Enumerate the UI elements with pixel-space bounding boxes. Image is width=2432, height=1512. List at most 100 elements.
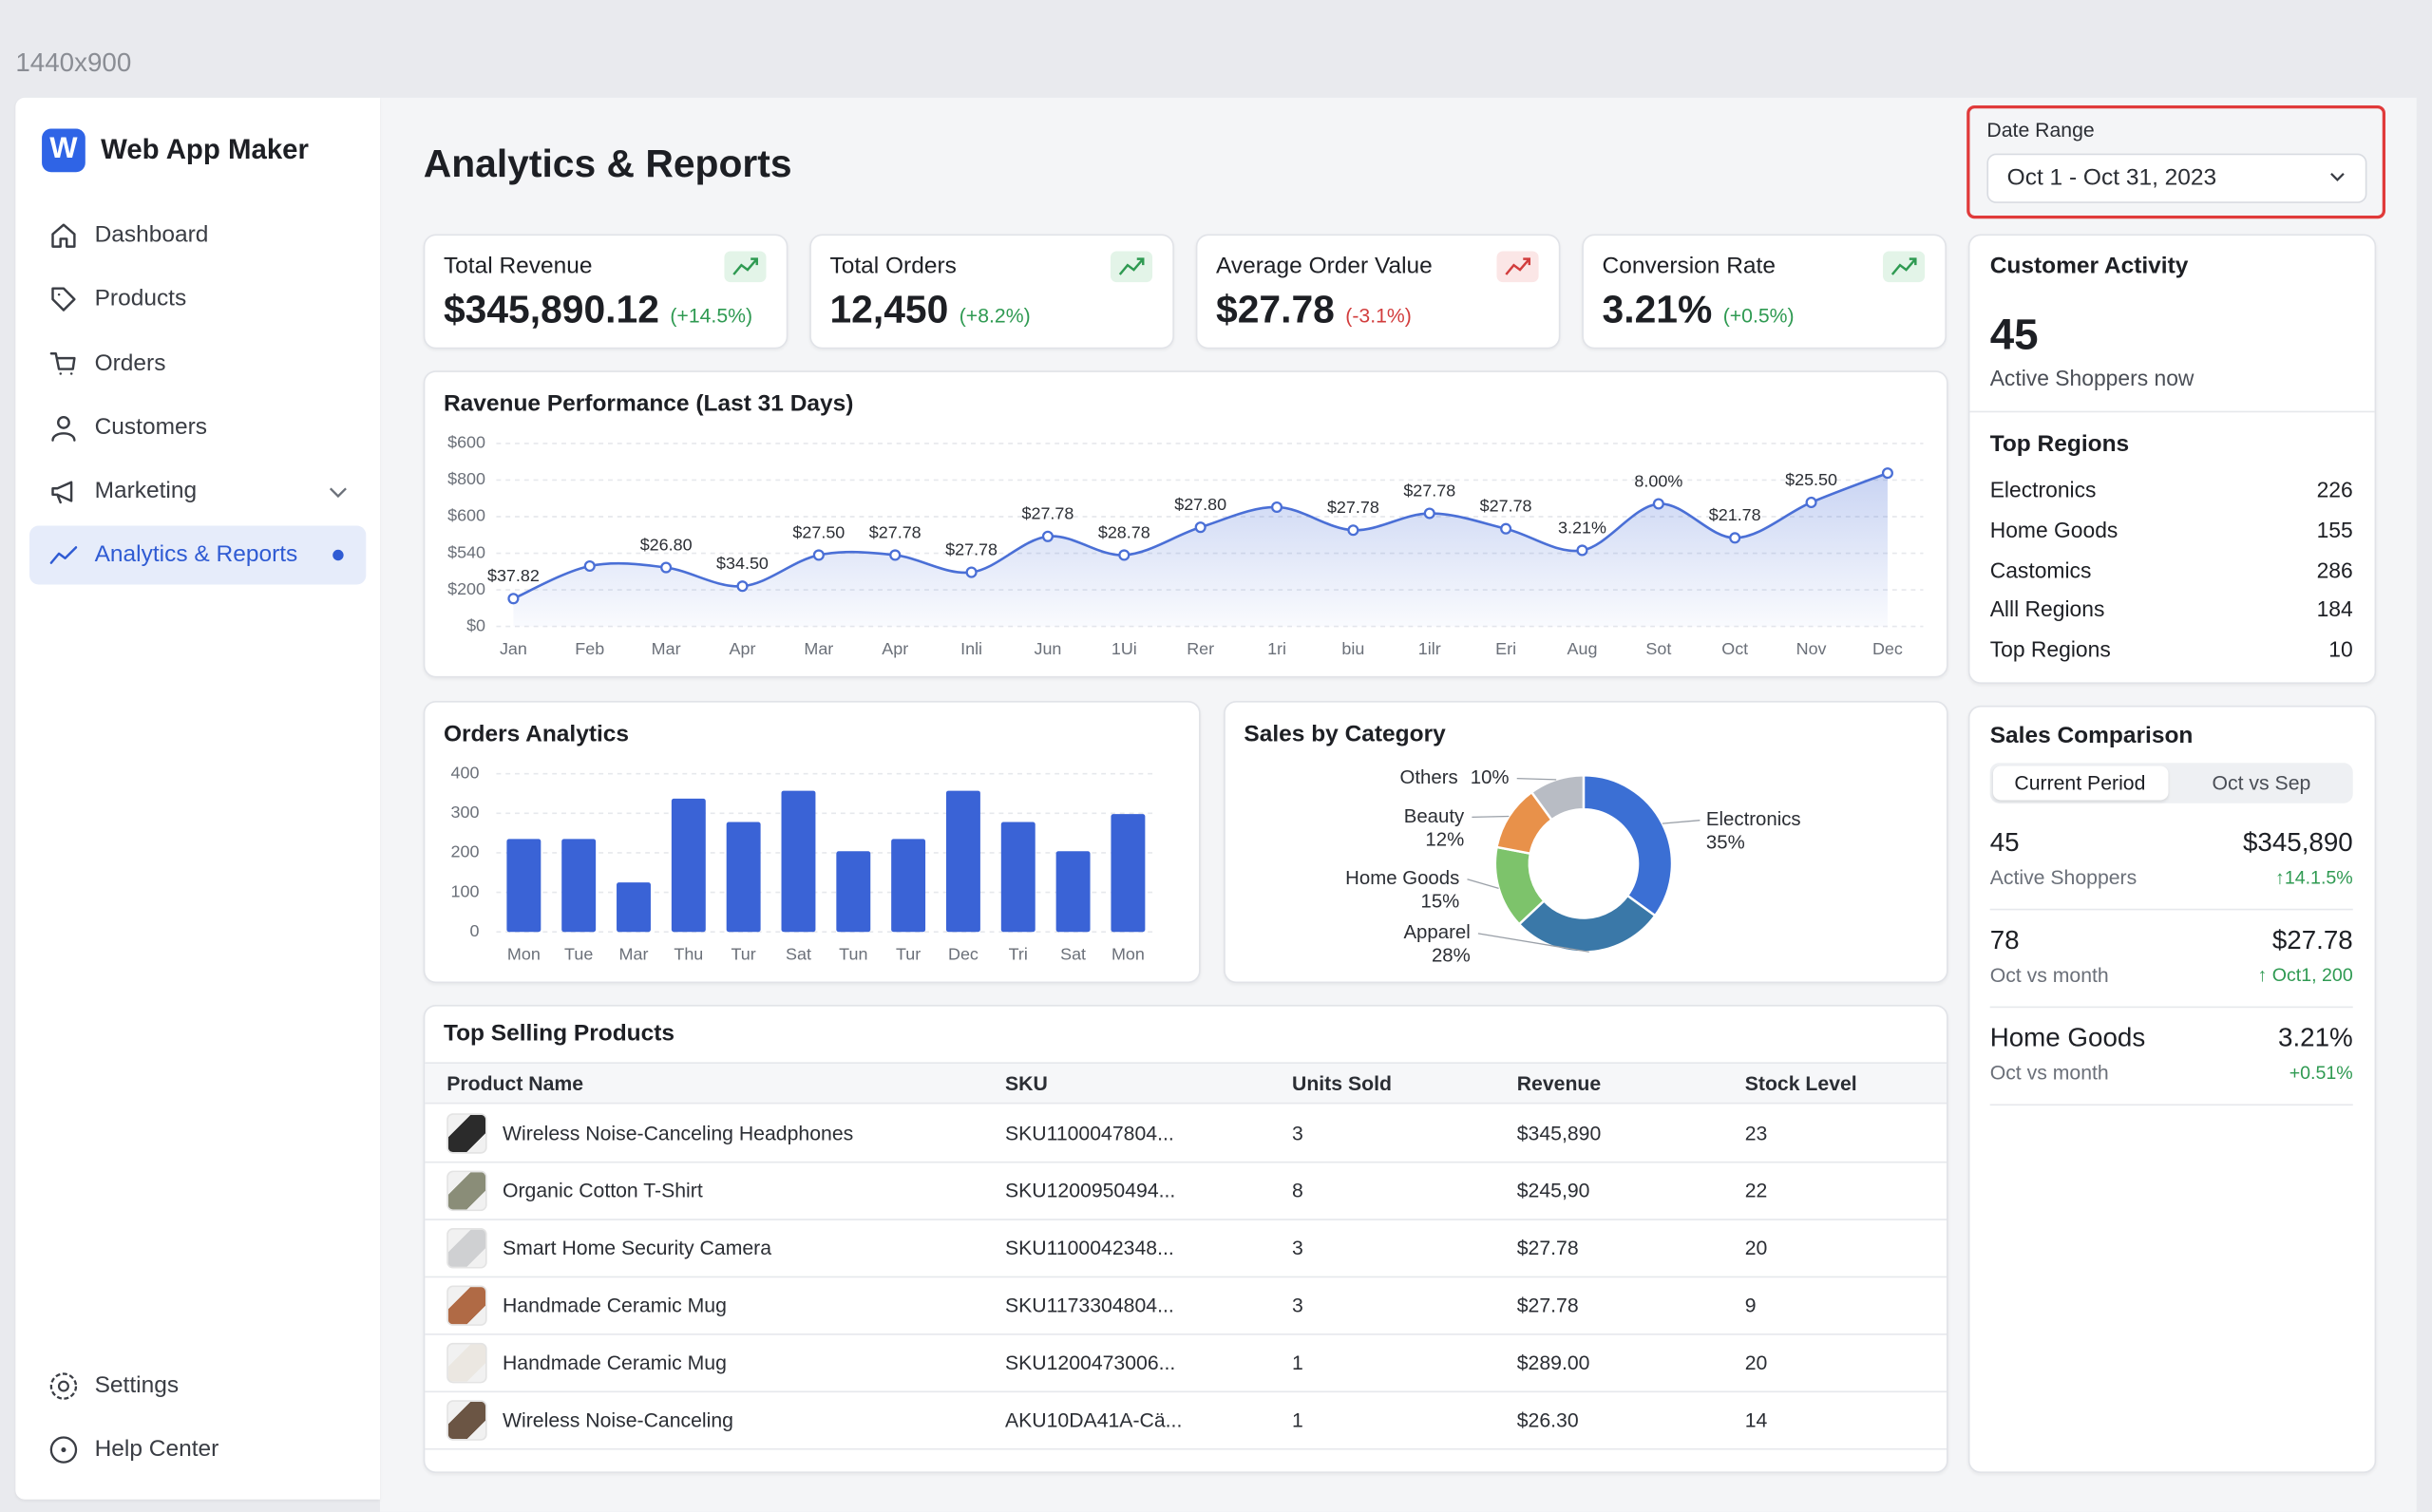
- nav-item[interactable]: Orders: [94, 350, 166, 377]
- kpi-change: (+8.2%): [959, 303, 1031, 328]
- region-value: 184: [2316, 595, 2353, 622]
- comparison-amount: $345,890: [2242, 827, 2353, 858]
- column-header: SKU: [1004, 1071, 1048, 1095]
- row-divider: [425, 1333, 1947, 1335]
- table-cell: 20: [1744, 1351, 1768, 1374]
- sidebar: [15, 97, 380, 1500]
- table-cell: 14: [1744, 1408, 1768, 1432]
- table-cell: 3: [1291, 1121, 1303, 1145]
- row-divider: [425, 1390, 1947, 1393]
- comparison-change: ↑14.1.5%: [2275, 866, 2353, 889]
- table-cell: 1: [1291, 1408, 1303, 1432]
- table-cell: 3: [1291, 1236, 1303, 1260]
- footer-item[interactable]: Help Center: [94, 1435, 219, 1463]
- table-cell: $27.78: [1516, 1236, 1579, 1260]
- table-cell: $245,90: [1516, 1179, 1590, 1202]
- kpi-label: Total Orders: [829, 253, 957, 279]
- active-count: 45: [1989, 310, 2039, 359]
- table-cell: $289.00: [1516, 1351, 1590, 1374]
- comparison-value: Home Goods: [1989, 1023, 2146, 1053]
- kpi-trend-badge: [724, 251, 767, 283]
- divider: [1989, 1104, 2353, 1106]
- region-value: 226: [2316, 477, 2353, 502]
- table-cell: SKU1100047804...: [1004, 1121, 1174, 1145]
- table-header-bg: [425, 1062, 1947, 1105]
- product-thumbnail: [446, 1113, 487, 1154]
- divider: [1989, 908, 2353, 911]
- table-cell: 23: [1744, 1121, 1768, 1145]
- card: [1967, 234, 2377, 684]
- nav-item[interactable]: Analytics & Reports: [94, 540, 298, 568]
- date-range-highlight: [1966, 105, 2386, 219]
- nav-item[interactable]: Products: [94, 285, 187, 312]
- region-name: Home Goods: [1989, 517, 2118, 542]
- table-cell: $27.78: [1516, 1293, 1579, 1317]
- canvas-label: 1440x900: [15, 47, 132, 78]
- comparison-value: 78: [1989, 925, 2020, 955]
- region-value: 286: [2316, 558, 2353, 583]
- table-cell: Handmade Ceramic Mug: [502, 1293, 727, 1317]
- nav-item[interactable]: Customers: [94, 413, 208, 441]
- table-cell: 20: [1744, 1236, 1768, 1260]
- date-range-value: Oct 1 - Oct 31, 2023: [2006, 164, 2217, 191]
- table-cell: 1: [1291, 1351, 1303, 1374]
- table-cell: Smart Home Security Camera: [502, 1236, 772, 1260]
- kpi-trend-badge: [1110, 251, 1153, 283]
- comparison-sub: Oct vs month: [1989, 963, 2109, 987]
- tab-active[interactable]: [1992, 765, 2169, 801]
- kpi-trend-badge: [1883, 251, 1926, 283]
- comparison-sub: Active Shoppers: [1989, 865, 2138, 889]
- region-value: 155: [2316, 517, 2353, 542]
- region-name: Castomics: [1989, 558, 2092, 583]
- divider: [1969, 410, 2375, 413]
- product-thumbnail: [446, 1228, 487, 1269]
- table-cell: $345,890: [1516, 1121, 1602, 1145]
- product-thumbnail: [446, 1342, 487, 1384]
- table-cell: SKU1200950494...: [1004, 1179, 1176, 1202]
- kpi-value: 3.21% (+0.5%): [1602, 288, 1795, 332]
- nav-active-bg[interactable]: [29, 525, 367, 585]
- table-cell: 8: [1291, 1179, 1303, 1202]
- footer-item[interactable]: Settings: [94, 1371, 180, 1399]
- nav-item[interactable]: Marketing: [94, 477, 198, 504]
- card-title: Top Selling Products: [443, 1020, 675, 1048]
- table-cell: SKU1200473006...: [1004, 1351, 1176, 1374]
- date-range-label: Date Range: [1986, 118, 2095, 142]
- product-thumbnail: [446, 1400, 487, 1441]
- brand-name: Web App Maker: [101, 133, 309, 165]
- column-header: Revenue: [1516, 1071, 1602, 1095]
- card-title: Sales Comparison: [1989, 722, 2194, 749]
- kpi-label: Total Revenue: [443, 253, 593, 279]
- chart-title: Orders Analytics: [443, 721, 630, 747]
- product-thumbnail: [446, 1285, 487, 1326]
- chart-title: Ravenue Performance (Last 31 Days): [443, 390, 854, 418]
- kpi-change: (+0.5%): [1722, 303, 1795, 328]
- nav-item[interactable]: Dashboard: [94, 221, 209, 249]
- active-subtitle: Active Shoppers now: [1989, 365, 2194, 390]
- date-range-select[interactable]: [1986, 153, 2367, 203]
- tab-label: Oct vs Sep: [2212, 770, 2311, 795]
- region-name: Electronics: [1989, 477, 2097, 502]
- logo: [42, 128, 86, 173]
- table-cell: SKU1100042348...: [1004, 1236, 1174, 1260]
- kpi-change: (+14.5%): [670, 303, 753, 328]
- region-value: 10: [2328, 636, 2353, 662]
- comparison-change: ↑ Oct1, 200: [2257, 964, 2353, 987]
- table-cell: Wireless Noise-Canceling Headphones: [502, 1121, 854, 1145]
- table-cell: AKU10DA41A-Cä...: [1004, 1408, 1183, 1432]
- table-cell: Handmade Ceramic Mug: [502, 1351, 727, 1374]
- card: [1967, 705, 2377, 1474]
- divider: [1989, 1006, 2353, 1009]
- kpi-label: Average Order Value: [1215, 253, 1433, 279]
- region-name: Alll Regions: [1989, 595, 2105, 622]
- kpi-value: $345,890.12 (+14.5%): [443, 288, 753, 332]
- row-divider: [425, 1161, 1947, 1163]
- page-title: Analytics & Reports: [423, 142, 792, 186]
- table-cell: Organic Cotton T-Shirt: [502, 1179, 703, 1202]
- card-title: Customer Activity: [1989, 253, 2189, 279]
- table-cell: $26.30: [1516, 1408, 1579, 1432]
- comparison-value: 45: [1989, 827, 2020, 858]
- table-cell: 22: [1744, 1179, 1768, 1202]
